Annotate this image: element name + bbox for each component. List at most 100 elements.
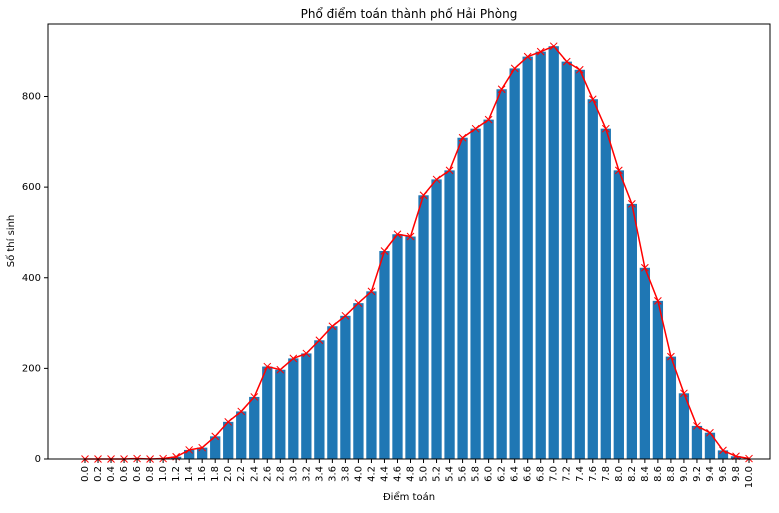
x-tick-label: 8.6 bbox=[653, 466, 664, 482]
x-tick-label: 5.8 bbox=[471, 466, 482, 482]
y-tick-label: 200 bbox=[22, 363, 41, 374]
x-axis-label: Điểm toán bbox=[383, 490, 435, 503]
bar bbox=[366, 291, 376, 459]
x-tick-label: 1.4 bbox=[184, 466, 195, 482]
y-tick-label: 400 bbox=[22, 273, 41, 284]
bar bbox=[575, 70, 585, 459]
bar bbox=[562, 62, 572, 459]
x-tick-label: 7.0 bbox=[549, 466, 560, 482]
bar bbox=[510, 68, 520, 459]
x-tick-label: 9.6 bbox=[718, 466, 729, 482]
x-tick-label: 8.2 bbox=[627, 466, 638, 482]
x-tick-label: 2.4 bbox=[249, 466, 260, 482]
x-tick-label: 9.8 bbox=[731, 466, 742, 482]
x-tick-label: 9.0 bbox=[679, 466, 690, 482]
bar bbox=[627, 204, 637, 459]
bar bbox=[288, 358, 298, 459]
bars bbox=[132, 46, 754, 459]
bar bbox=[588, 99, 598, 459]
bar bbox=[457, 138, 467, 459]
x-tick-label: 6.8 bbox=[536, 466, 547, 482]
bar bbox=[249, 397, 259, 459]
bar bbox=[692, 426, 702, 459]
bar bbox=[496, 89, 506, 459]
series-line bbox=[82, 43, 753, 463]
bar bbox=[275, 370, 285, 459]
bar bbox=[197, 448, 207, 459]
bar bbox=[549, 46, 559, 459]
x-tick-label: 5.6 bbox=[458, 466, 469, 482]
y-tick-label: 600 bbox=[22, 182, 41, 193]
x-tick-label: 6.2 bbox=[497, 466, 508, 482]
x-tick-label: 2.0 bbox=[223, 466, 234, 482]
x-tick-label: 3.8 bbox=[340, 466, 351, 482]
x-tick-label: 8.4 bbox=[640, 466, 651, 482]
x-tick-label: 7.4 bbox=[575, 466, 586, 482]
x-tick-label: 2.6 bbox=[262, 466, 273, 482]
x-tick-label: 1.6 bbox=[197, 466, 208, 482]
y-tick-label: 0 bbox=[35, 454, 41, 465]
x-tick-label: 7.6 bbox=[588, 466, 599, 482]
x-tick-label: 4.2 bbox=[366, 466, 377, 482]
x-tick-label: 9.4 bbox=[705, 466, 716, 482]
x-tick-label: 2.8 bbox=[275, 466, 286, 482]
chart-title: Phổ điểm toán thành phố Hải Phòng bbox=[301, 7, 518, 21]
x-tick-label: 9.2 bbox=[692, 466, 703, 482]
x-tick-label: 8.0 bbox=[614, 466, 625, 482]
bar bbox=[379, 251, 389, 459]
y-tick-label: 800 bbox=[22, 92, 41, 103]
bar bbox=[353, 303, 363, 459]
bar bbox=[327, 326, 337, 459]
x-tick-label: 4.4 bbox=[379, 466, 390, 482]
x-tick-label: 1.2 bbox=[171, 466, 182, 482]
x-tick-label: 0.0 bbox=[80, 466, 91, 482]
x-tick-label: 8.8 bbox=[666, 466, 677, 482]
bar bbox=[301, 353, 311, 459]
bar bbox=[666, 357, 676, 459]
bar bbox=[392, 234, 402, 459]
x-tick-label: 4.6 bbox=[392, 466, 403, 482]
x-tick-label: 1.8 bbox=[210, 466, 221, 482]
x-tick-label: 3.4 bbox=[314, 466, 325, 482]
x-tick-label: 0.6 bbox=[132, 466, 143, 482]
bar bbox=[483, 120, 493, 459]
bar bbox=[340, 316, 350, 459]
x-tick-label: 7.8 bbox=[601, 466, 612, 482]
y-axis-label: Số thí sinh bbox=[5, 215, 17, 268]
x-tick-label: 7.2 bbox=[562, 466, 573, 482]
bar bbox=[223, 422, 233, 459]
x-tick-label: 0.8 bbox=[145, 466, 156, 482]
bar bbox=[536, 52, 546, 459]
x-tick-label: 0.2 bbox=[93, 466, 104, 482]
x-tick-label: 10.0 bbox=[744, 466, 755, 488]
bar bbox=[444, 170, 454, 459]
x-tick-label: 3.0 bbox=[288, 466, 299, 482]
bar bbox=[523, 57, 533, 459]
bar bbox=[470, 129, 480, 459]
x-tick-label: 5.4 bbox=[445, 466, 456, 482]
x-tick-label: 6.0 bbox=[484, 466, 495, 482]
x-tick-label: 0.6 bbox=[119, 466, 130, 482]
bar bbox=[405, 237, 415, 459]
bar bbox=[236, 411, 246, 459]
x-tick-label: 4.0 bbox=[353, 466, 364, 482]
x-tick-label: 3.2 bbox=[301, 466, 312, 482]
x-tick-label: 6.4 bbox=[510, 466, 521, 482]
bar bbox=[640, 268, 650, 459]
x-tick-label: 5.2 bbox=[432, 466, 443, 482]
x-tick-label: 6.6 bbox=[523, 466, 534, 482]
bar bbox=[418, 195, 428, 459]
y-axis: 0 200 400 600 800 bbox=[22, 92, 48, 466]
bar bbox=[314, 340, 324, 459]
bar bbox=[601, 129, 611, 459]
bar bbox=[614, 170, 624, 459]
x-tick-label: 5.0 bbox=[419, 466, 430, 482]
x-tick-label: 4.8 bbox=[406, 466, 417, 482]
bar bbox=[262, 367, 272, 459]
bar bbox=[431, 179, 441, 459]
x-tick-label: 0.4 bbox=[106, 466, 117, 482]
bar bbox=[653, 301, 663, 459]
